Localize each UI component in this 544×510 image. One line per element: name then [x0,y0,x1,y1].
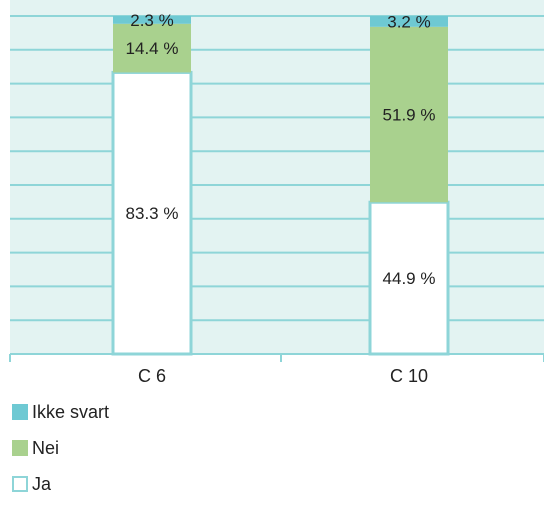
data-label: 83.3 % [126,204,179,223]
bar-ikke-svart-0 [113,16,191,24]
legend-swatch-ikke-svart [12,404,28,420]
stacked-bar-chart: C 6 C 10 83.3 % 14.4 % 2.3 % 44.9 % 51.9 % 3.2… [9,0,544,386]
x-tick-label: C 10 [390,366,428,386]
bar-ja-0 [111,70,193,356]
data-labels: 83.3 % 14.4 % 2.3 % 44.9 % 51.9 % 3.2 % [126,11,436,288]
x-axis: C 6 C 10 [9,353,544,386]
data-label: 3.2 % [387,12,430,31]
legend-item-nei: Nei [12,438,109,458]
legend: Ikke svart Nei Ja [12,402,109,510]
x-tick-label: C 6 [138,366,166,386]
legend-label-ja: Ja [32,473,52,494]
data-label: 14.4 % [126,39,179,58]
legend-label-nei: Nei [32,437,60,458]
gridlines [10,15,544,355]
legend-swatch-ja [12,476,28,492]
bar-ikke-svart-1 [370,16,448,27]
legend-label-ikke-svart: Ikke svart [32,401,110,422]
bar-nei-0 [113,23,191,73]
data-label: 2.3 % [130,11,173,30]
legend-item-ikke-svart: Ikke svart [12,402,109,422]
bar-nei-1 [370,26,448,203]
legend-item-ja: Ja [12,474,109,494]
legend-swatch-nei [12,440,28,456]
plot-background [10,0,544,354]
data-label: 44.9 % [383,269,436,288]
data-label: 51.9 % [383,106,436,125]
